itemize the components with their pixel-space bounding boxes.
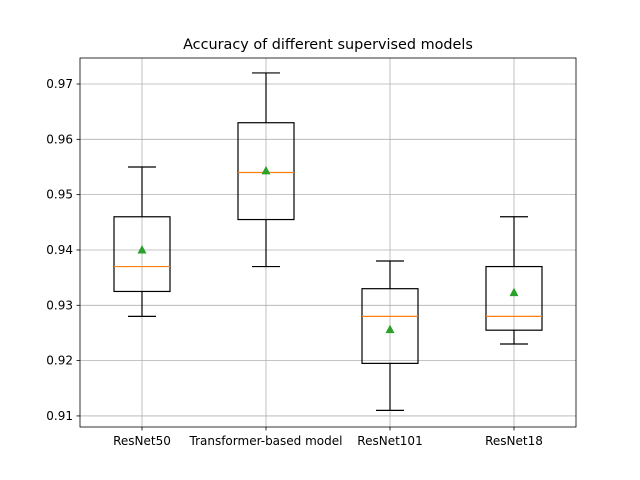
box-body bbox=[113, 216, 171, 293]
x-tick-label: Transformer-based model bbox=[189, 434, 343, 448]
mean-marker bbox=[385, 324, 395, 334]
y-tick-label: 0.96 bbox=[46, 132, 73, 146]
x-tick-label: ResNet18 bbox=[485, 434, 543, 448]
boxes bbox=[113, 72, 543, 412]
x-tick-label: ResNet101 bbox=[357, 434, 422, 448]
y-tick-label: 0.95 bbox=[46, 188, 73, 202]
box-4 bbox=[485, 216, 543, 345]
y-tick-label: 0.91 bbox=[46, 409, 73, 423]
y-tick-label: 0.93 bbox=[46, 298, 73, 312]
box-2 bbox=[237, 72, 295, 268]
axes: 0.91 0.92 0.93 0.94 0.95 0.96 0.97 ResNet50 Tran… bbox=[46, 57, 577, 448]
mean-marker bbox=[509, 287, 519, 297]
x-tick-label: ResNet50 bbox=[113, 434, 171, 448]
box-body bbox=[485, 265, 543, 331]
y-tick-label: 0.97 bbox=[46, 77, 73, 91]
box-body bbox=[361, 288, 419, 364]
mean-marker bbox=[261, 165, 271, 175]
box-3 bbox=[361, 260, 419, 412]
plot-frame bbox=[79, 57, 577, 428]
y-tick-label: 0.92 bbox=[46, 354, 73, 368]
chart-title: Accuracy of different supervised models bbox=[183, 37, 473, 53]
box-1 bbox=[113, 166, 171, 317]
mean-marker bbox=[137, 244, 147, 254]
box-body bbox=[237, 122, 295, 221]
y-tick-label: 0.94 bbox=[46, 243, 73, 257]
